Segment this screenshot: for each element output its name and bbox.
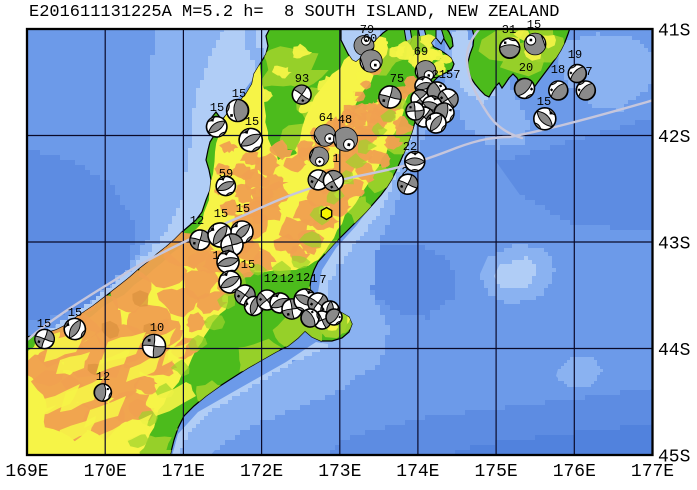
svg-text:170E: 170E (84, 462, 127, 482)
svg-text:15: 15 (236, 202, 250, 216)
svg-text:20: 20 (519, 61, 533, 75)
svg-text:43S: 43S (658, 235, 690, 255)
svg-text:174E: 174E (396, 462, 439, 482)
svg-text:18: 18 (551, 63, 565, 77)
svg-text:12: 12 (280, 272, 294, 286)
svg-text:15: 15 (37, 317, 51, 331)
svg-text:175E: 175E (474, 462, 517, 482)
svg-text:176E: 176E (553, 462, 596, 482)
svg-text:169E: 169E (5, 462, 48, 482)
svg-text:177E: 177E (631, 462, 674, 482)
svg-text:7: 7 (319, 273, 326, 287)
svg-text:12: 12 (264, 272, 278, 286)
svg-text:12: 12 (296, 271, 310, 285)
svg-text:19: 19 (568, 48, 582, 62)
svg-text:173E: 173E (318, 462, 361, 482)
svg-text:64: 64 (319, 111, 333, 125)
svg-text:48: 48 (338, 113, 352, 127)
svg-text:59: 59 (219, 167, 233, 181)
svg-text:15: 15 (241, 258, 255, 272)
svg-text:15: 15 (245, 115, 259, 129)
svg-text:172E: 172E (240, 462, 283, 482)
svg-text:12: 12 (96, 370, 110, 384)
svg-text:69: 69 (414, 45, 428, 59)
svg-text:75: 75 (390, 72, 404, 86)
svg-text:171E: 171E (162, 462, 205, 482)
svg-text:15: 15 (210, 101, 224, 115)
svg-text:10: 10 (150, 321, 164, 335)
svg-text:41S: 41S (658, 22, 690, 42)
svg-text:2157: 2157 (432, 68, 461, 82)
svg-text:45S: 45S (658, 448, 690, 468)
svg-text:60: 60 (363, 32, 377, 46)
svg-text:1: 1 (310, 272, 317, 286)
svg-text:E201611131225A M=5.2 h= 8 SOU: E201611131225A M=5.2 h= 8 SOUTH ISLAND, … (29, 3, 560, 22)
svg-text:42S: 42S (658, 128, 690, 148)
svg-text:44S: 44S (658, 341, 690, 361)
svg-text:15: 15 (68, 306, 82, 320)
svg-text:2: 2 (401, 165, 408, 179)
svg-text:1: 1 (212, 249, 219, 263)
svg-text:15: 15 (214, 207, 228, 221)
svg-text:15: 15 (232, 87, 246, 101)
svg-text:12: 12 (190, 214, 204, 228)
svg-text:15: 15 (537, 95, 551, 109)
svg-text:22: 22 (403, 140, 417, 154)
svg-text:7: 7 (585, 65, 592, 79)
svg-text:1: 1 (332, 152, 339, 166)
svg-text:93: 93 (295, 72, 309, 86)
